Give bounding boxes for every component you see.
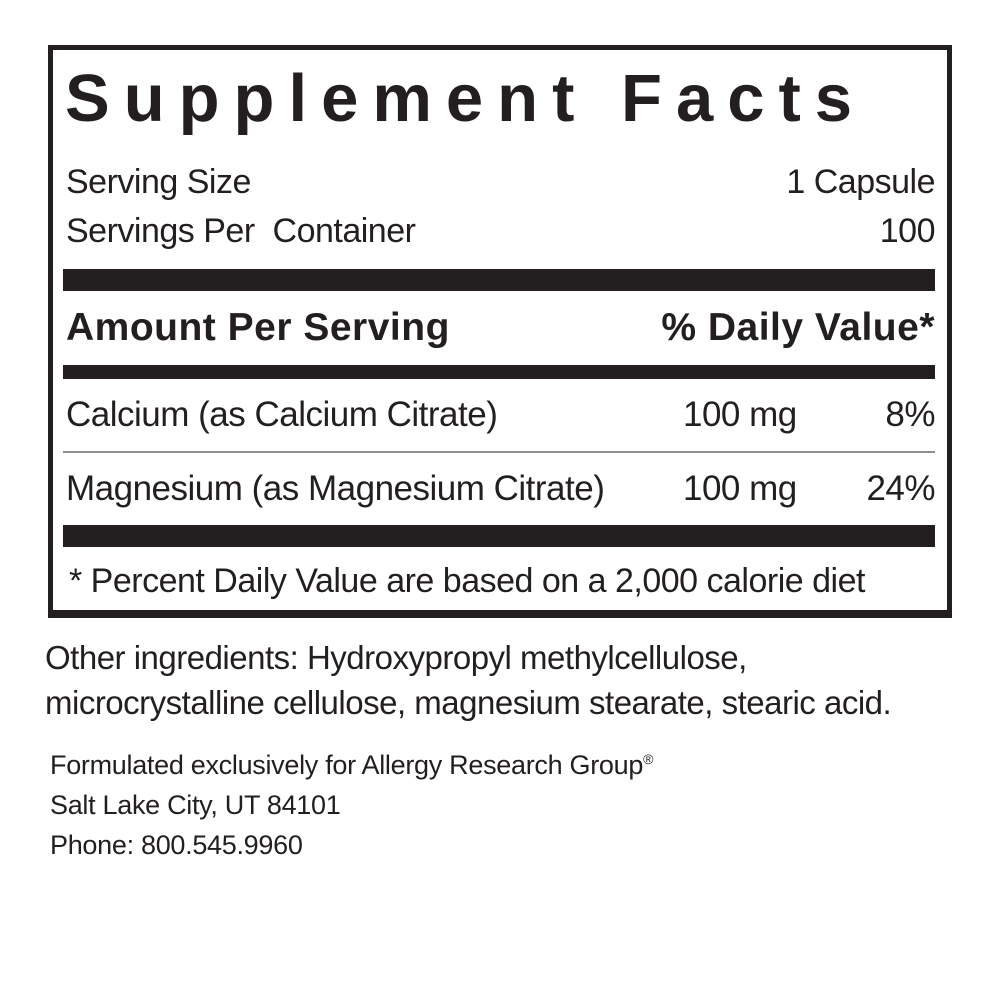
supplement-facts-title: Supplement Facts <box>65 61 867 136</box>
nutrient-row-magnesium: Magnesium (as Magnesium Citrate) 100 mg … <box>63 453 936 525</box>
nutrient-daily-value: 24% <box>866 468 935 508</box>
servings-per-container-row: Servings Per Container 100 <box>63 207 936 256</box>
serving-size-label: Serving Size <box>66 163 251 201</box>
row-divider-line <box>63 450 935 453</box>
serving-size-row: Serving Size 1 Capsule <box>63 158 935 207</box>
nutrient-daily-value: 8% <box>885 394 935 434</box>
serving-size-value: 1 Capsule <box>786 163 935 201</box>
nutrient-name: Magnesium (as Magnesium Citrate) <box>66 468 605 508</box>
registered-trademark-symbol: ® <box>643 751 654 767</box>
servings-per-container-label: Servings Per Container <box>66 211 416 250</box>
nutrient-amount: 100 mg <box>683 394 797 434</box>
formulated-for-line: Formulated exclusively for Allergy Resea… <box>50 746 653 786</box>
address-line: Salt Lake City, UT 84101 <box>50 789 341 820</box>
amount-per-serving-header: Amount Per Serving <box>66 305 450 349</box>
nutrient-row-calcium: Calcium (as Calcium Citrate) 100 mg 8% <box>63 379 936 451</box>
serving-info-section: Serving Size 1 Capsule Servings Per Cont… <box>63 158 936 256</box>
daily-value-header: % Daily Value* <box>661 305 935 349</box>
column-header-row: Amount Per Serving % Daily Value* <box>63 291 935 365</box>
divider-bar-bottom <box>63 524 935 547</box>
servings-per-container-value: 100 <box>879 211 936 250</box>
other-ingredients-text: Other ingredients: Hydroxypropyl methylc… <box>45 639 892 721</box>
supplement-facts-panel: Supplement Facts Serving Size 1 Capsule … <box>48 45 952 618</box>
manufacturer-info-block: Formulated exclusively for Allergy Resea… <box>50 746 653 866</box>
divider-bar-header <box>63 364 935 379</box>
daily-value-footnote: * Percent Daily Value are based on a 2,0… <box>69 561 865 600</box>
divider-bar-top <box>63 268 935 291</box>
formulated-for-text: Formulated exclusively for Allergy Resea… <box>50 750 644 780</box>
nutrient-amount: 100 mg <box>683 468 797 508</box>
phone-line: Phone: 800.545.9960 <box>50 829 303 860</box>
nutrient-name: Calcium (as Calcium Citrate) <box>66 394 498 434</box>
